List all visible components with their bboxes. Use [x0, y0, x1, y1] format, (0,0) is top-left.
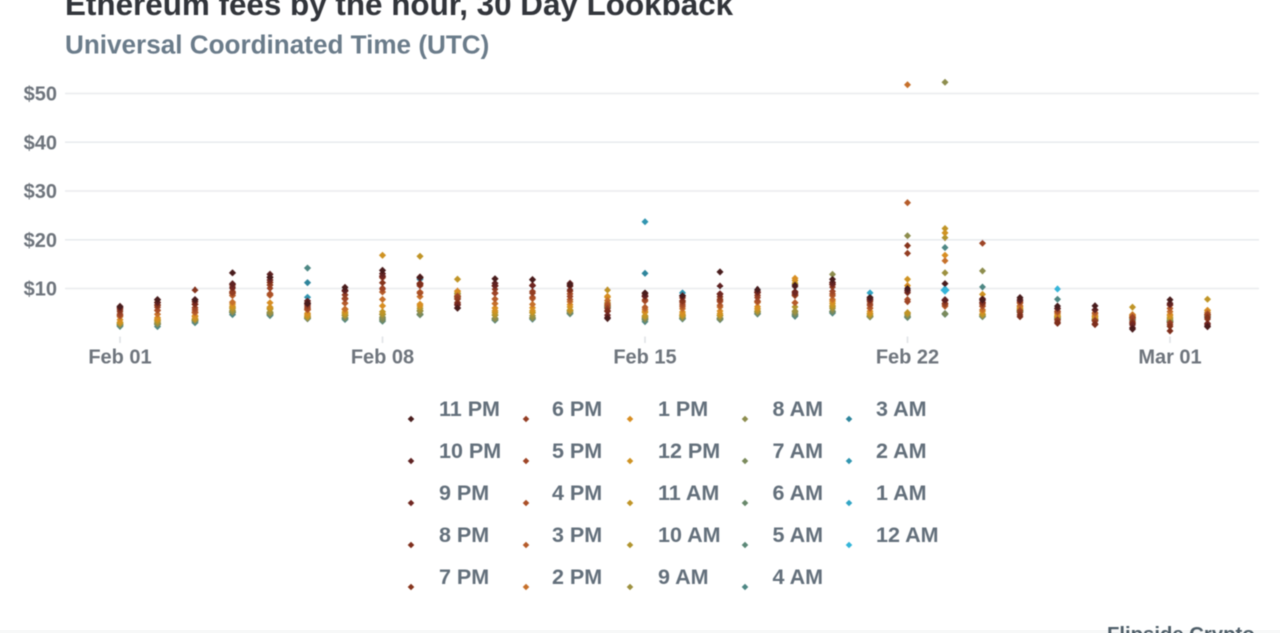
svg-text:6 AM: 6 AM	[773, 481, 824, 505]
svg-text:5 PM: 5 PM	[552, 439, 602, 463]
svg-text:$20: $20	[24, 230, 57, 252]
svg-text:11 PM: 11 PM	[439, 397, 500, 421]
svg-text:$40: $40	[24, 132, 57, 154]
svg-text:1 AM: 1 AM	[876, 481, 927, 505]
svg-text:3 PM: 3 PM	[552, 523, 602, 547]
svg-text:12 PM: 12 PM	[658, 439, 720, 463]
svg-text:5 AM: 5 AM	[773, 523, 824, 547]
svg-text:Ethereum fees by the hour, 30: Ethereum fees by the hour, 30 Day Lookba…	[65, 0, 734, 22]
svg-text:Feb 01: Feb 01	[88, 347, 151, 369]
svg-text:4 AM: 4 AM	[773, 565, 824, 589]
svg-text:9 AM: 9 AM	[658, 565, 709, 589]
svg-text:Feb 08: Feb 08	[351, 347, 414, 369]
svg-text:10 AM: 10 AM	[658, 523, 721, 547]
svg-text:1 PM: 1 PM	[658, 397, 708, 421]
svg-text:Flipside Crypto: Flipside Crypto	[1107, 624, 1255, 633]
svg-text:10 PM: 10 PM	[439, 439, 501, 463]
svg-text:11 AM: 11 AM	[658, 481, 719, 505]
svg-text:3 AM: 3 AM	[876, 397, 927, 421]
svg-text:$50: $50	[24, 84, 57, 106]
svg-text:7 AM: 7 AM	[773, 439, 824, 463]
svg-text:Feb 22: Feb 22	[876, 347, 939, 369]
svg-text:4 PM: 4 PM	[552, 481, 602, 505]
svg-text:$30: $30	[24, 181, 57, 203]
svg-text:7 PM: 7 PM	[439, 565, 489, 589]
svg-text:2 AM: 2 AM	[876, 439, 927, 463]
svg-text:2 PM: 2 PM	[552, 565, 602, 589]
svg-text:6 PM: 6 PM	[552, 397, 602, 421]
svg-text:8 PM: 8 PM	[439, 523, 489, 547]
svg-text:$10: $10	[24, 279, 57, 301]
svg-text:Mar 01: Mar 01	[1138, 347, 1201, 369]
svg-text:Universal Coordinated Time (UT: Universal Coordinated Time (UTC)	[65, 30, 489, 60]
svg-text:Feb 15: Feb 15	[613, 347, 676, 369]
svg-text:8 AM: 8 AM	[773, 397, 824, 421]
svg-text:9 PM: 9 PM	[439, 481, 489, 505]
svg-text:12 AM: 12 AM	[876, 523, 939, 547]
